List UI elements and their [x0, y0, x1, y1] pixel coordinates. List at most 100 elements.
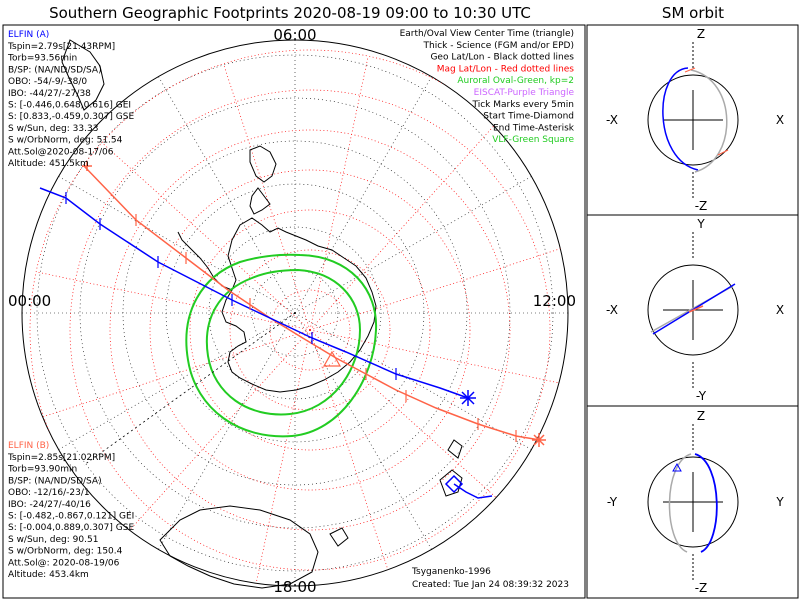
elfin-a-orbit [694, 453, 718, 553]
view-triangle [672, 462, 682, 472]
created-label: Created: Tue Jan 24 08:39:32 2023 [412, 580, 569, 590]
elfin-b-info-line: S w/Sun, deg: 90.51 [8, 535, 98, 545]
elfin-b-orbit [690, 69, 728, 173]
mag-lat-lon-grid [29, 49, 568, 586]
model-label: Tsyganenko-1996 [411, 567, 491, 577]
auroral-oval-inner [205, 268, 362, 416]
elfin-b-info-line: Altitude: 453.4km [8, 570, 89, 580]
elfin-b-info-line: S: [-0.004,0.889,0.307] GSE [8, 523, 134, 533]
axis-label-left: -Y [607, 495, 618, 509]
axis-label-bottom: -Z [695, 199, 708, 213]
elfin-b-info-line: IBO: -24/27/-40/16 [8, 500, 91, 510]
legend-entry: Earth/Oval View Center Time (triangle) [400, 29, 574, 39]
orbit-marks [684, 67, 729, 156]
axis-label-top: Z [697, 409, 705, 423]
axis-label-left: -X [606, 303, 618, 317]
legend-entry: Geo Lat/Lon - Black dotted lines [430, 53, 574, 63]
legend-entry: Thick - Science (FGM and/or EPD) [423, 41, 574, 51]
mag-lon-line [36, 271, 311, 331]
mag-lat-circle [109, 129, 511, 531]
geo-lat-lon-grid [22, 40, 568, 586]
legend: Earth/Oval View Center Time (triangle) Th… [400, 29, 575, 145]
elfin-a-info-line: Tspin=2.79s[21.43RPM] [7, 42, 115, 52]
elfin-a-info-line: S w/Sun, deg: 33.33 [8, 124, 98, 134]
tasmania-coastline [329, 527, 349, 547]
elfin-a-info-line: S: [0.833,-0.459,0.307] GSE [8, 112, 134, 122]
axis-label-right: X [776, 113, 784, 127]
mag-lat-circle [69, 89, 551, 571]
elfin-a-info-line: S w/OrbNorm, deg: 51.54 [8, 136, 123, 146]
clock-label-bottom: 18:00 [273, 578, 316, 596]
midnight-meridian [83, 312, 296, 466]
mag-lon-line [43, 329, 311, 417]
earth-outline [647, 456, 739, 548]
geo-lat-circle [79, 97, 511, 529]
mag-lon-line [309, 243, 568, 331]
mag-lat-circle [29, 49, 568, 586]
axis-label-top: Y [696, 217, 705, 231]
mag-lon-line [251, 329, 311, 586]
elfin-b-name: ELFIN (B) [8, 441, 49, 451]
elfin-a-orbit [662, 67, 699, 171]
legend-entry: End Time-Asterisk [493, 123, 575, 133]
earth-outline [647, 74, 739, 166]
orbit-title: SM orbit [662, 4, 724, 22]
legend-entry: EISCAT-Purple Triangle [474, 88, 575, 98]
elfin-a-orbit [652, 283, 736, 335]
plot-title: Southern Geographic Footprints 2020-08-1… [49, 4, 531, 22]
legend-entry: Auroral Oval-Green, kp=2 [457, 76, 574, 86]
elfin-b-info-line: B/SP: (NA/ND/SD/SA) [8, 476, 102, 486]
clock-label-left: 00:00 [8, 292, 51, 310]
clock-label-top: 06:00 [273, 26, 316, 44]
elfin-a-info-line: Att.Sol@2020-08-17/06 [8, 147, 114, 157]
elfin-a-info-line: B/SP: (NA/ND/SD/SA) [8, 65, 102, 75]
antarctica-coastline [221, 217, 377, 393]
mag-lat-circle [269, 289, 351, 371]
xy-panel: Y -Y -X X [606, 217, 784, 403]
geo-lon-line [294, 76, 432, 314]
mag-lon-line [309, 329, 397, 586]
mag-lon-line [101, 142, 311, 331]
elfin-b-info-line: S: [-0.482,-0.867,0.121] GEI [8, 512, 134, 522]
auroral-oval-outer [185, 253, 378, 438]
orbit-center-mark [688, 305, 704, 313]
mag-lat-circle [149, 169, 471, 491]
start-diamond [444, 474, 464, 494]
geo-lon-line [294, 312, 432, 550]
mag-lon-line [309, 329, 568, 389]
elfin-a-start-hook [453, 483, 493, 499]
geo-lon-line [294, 312, 532, 450]
elfin-b-start-asterisk [82, 161, 92, 171]
elfin-b-info-line: Tspin=2.85s[21.02RPM] [7, 453, 115, 463]
mag-lat-circle [189, 209, 431, 451]
elfin-b-end-asterisk [532, 433, 546, 447]
axis-label-right: Y [775, 495, 784, 509]
axis-label-bottom: -Z [695, 581, 708, 595]
orbit-frame [586, 24, 799, 599]
mag-lon-line [223, 63, 311, 331]
xz-panel: Z -Z -X X [606, 27, 784, 213]
mag-lat-circle [229, 249, 391, 411]
mag-lon-line [309, 121, 498, 331]
elfin-b-view-center-triangle [322, 350, 342, 367]
elfin-b-info-line: S w/OrbNorm, deg: 150.4 [8, 547, 123, 557]
south-america-coastline [249, 145, 277, 215]
australia-coastline [159, 505, 319, 589]
map-frame [2, 24, 586, 599]
geo-lon-line [58, 176, 296, 314]
elfin-a-info-line: Altitude: 451.5km [8, 159, 89, 169]
elfin-a-info-line: IBO: -44/27/-27/38 [8, 89, 91, 99]
elfin-a-ticks [65, 192, 397, 380]
orbit-panels: Z -Z -X X Y -Y -X X Z -Z -Y Y [606, 27, 784, 595]
africa-coastline [61, 39, 105, 111]
geo-lat-circle [251, 269, 339, 357]
elfin-b-info-line: Att.Sol@: 2020-08-19/06 [8, 558, 120, 568]
geo-lat-circle [36, 54, 554, 572]
mag-lon-line [309, 329, 519, 518]
mag-lon-line [309, 56, 369, 331]
elfin-a-name: ELFIN (A) [8, 30, 49, 40]
elfin-b-ticks [135, 214, 517, 442]
legend-entry: Start Time-Diamond [483, 112, 574, 122]
axis-label-right: X [776, 303, 784, 317]
